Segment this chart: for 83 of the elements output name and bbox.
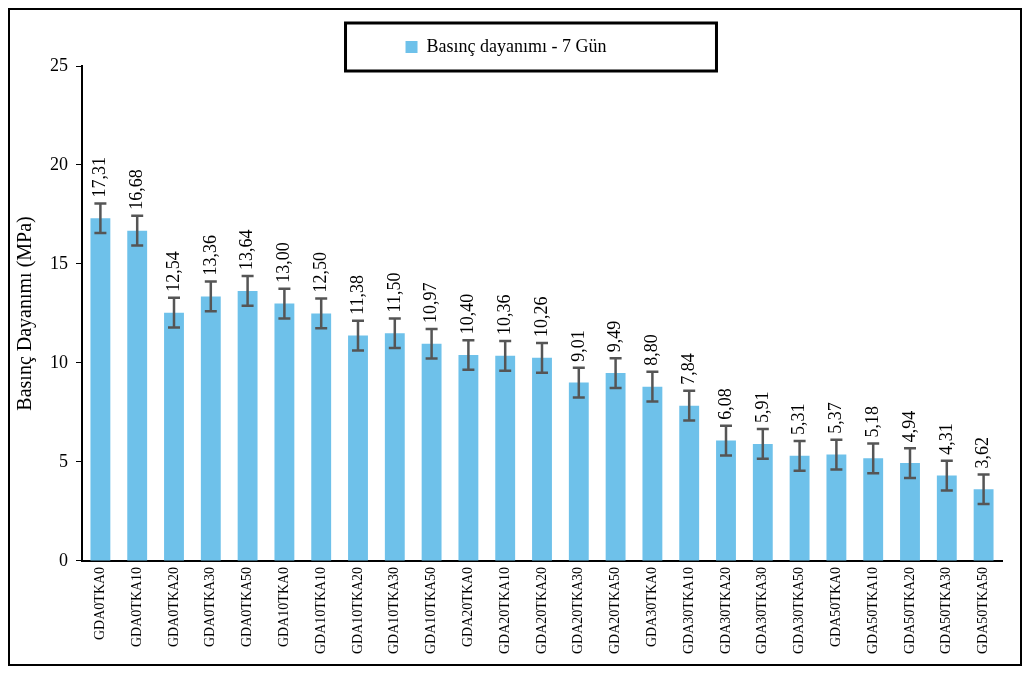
bar	[789, 455, 810, 561]
bar	[973, 489, 994, 561]
x-tick-label: GDA0TKA10	[128, 566, 144, 648]
x-tick-label: GDA20TKA50	[607, 566, 623, 655]
bar	[495, 355, 516, 561]
y-tick-label: 20	[50, 153, 68, 174]
x-tick-label: GDA30TKA50	[791, 566, 807, 655]
y-tick-label: 0	[59, 549, 68, 570]
bar	[90, 218, 111, 561]
data-label: 9,01	[567, 330, 588, 362]
data-label: 5,37	[825, 402, 846, 434]
x-tick-label: GDA30TKA0	[644, 566, 660, 648]
y-tick-label: 15	[50, 252, 68, 273]
data-label: 10,40	[457, 293, 478, 335]
data-label: 5,31	[788, 403, 809, 435]
data-label: 16,68	[125, 169, 146, 210]
x-tick-label: GDA20TKA10	[496, 566, 512, 655]
x-tick-label: GDA50TKA20	[901, 566, 917, 655]
bar	[568, 382, 589, 561]
x-tick-label: GDA0TKA0	[92, 566, 108, 641]
x-tick-label: GDA10TKA50	[423, 566, 439, 655]
bar	[936, 475, 957, 561]
y-tick-label: 10	[50, 351, 68, 372]
x-tick-label: GDA50TKA0	[828, 566, 844, 648]
bar	[458, 355, 479, 561]
x-tick-label: GDA0TKA30	[202, 566, 218, 648]
data-label: 5,18	[861, 406, 882, 438]
bar	[127, 230, 148, 561]
x-tick-label: GDA50TKA50	[975, 566, 991, 655]
y-axis-title: Basınç Dayanımı (MPa)	[13, 216, 37, 411]
data-label: 13,36	[199, 235, 220, 276]
bar	[164, 312, 184, 561]
bar	[348, 335, 368, 561]
data-label: 11,38	[346, 274, 367, 315]
x-tick-label: GDA20TKA20	[533, 566, 549, 655]
x-tick-label: GDA20TKA0	[460, 566, 476, 648]
x-tick-label: GDA50TKA30	[938, 566, 954, 655]
data-label: 13,00	[273, 242, 294, 283]
data-label: 12,50	[309, 252, 330, 293]
x-tick-label: GDA0TKA20	[165, 566, 181, 648]
data-label: 8,80	[641, 334, 662, 366]
bar	[605, 373, 626, 561]
bar	[863, 458, 884, 561]
data-label: 6,08	[714, 388, 735, 420]
bar	[311, 313, 332, 561]
data-label: 7,84	[677, 353, 698, 385]
data-label: 5,91	[751, 391, 772, 424]
x-tick-label: GDA30TKA10	[680, 566, 696, 655]
bar	[826, 454, 847, 561]
y-tick-label: 25	[50, 54, 68, 75]
x-tick-label: GDA20TKA30	[570, 566, 586, 655]
bar	[716, 440, 736, 561]
bar	[642, 386, 663, 561]
bar	[200, 296, 221, 561]
x-tick-label: GDA10TKA0	[276, 566, 292, 648]
bar	[384, 333, 405, 561]
bar	[679, 405, 700, 561]
data-label: 17,31	[89, 156, 110, 198]
bar	[274, 303, 295, 561]
bar	[532, 357, 552, 561]
legend-label: Basınç dayanımı - 7 Gün	[426, 35, 607, 56]
x-tick-label: GDA10TKA10	[312, 566, 328, 655]
data-label: 10,97	[420, 282, 441, 323]
bar	[900, 463, 920, 561]
x-tick-label: GDA10TKA20	[349, 566, 365, 655]
x-tick-label: GDA30TKA20	[717, 566, 733, 655]
x-tick-label: GDA10TKA30	[386, 566, 402, 655]
data-label: 10,36	[493, 294, 514, 335]
data-label: 12,54	[162, 251, 183, 292]
data-label: 4,31	[935, 423, 956, 455]
bar	[752, 443, 773, 561]
y-tick-label: 5	[59, 450, 68, 471]
bar	[237, 290, 258, 561]
data-label: 13,64	[236, 229, 257, 271]
data-label: 3,62	[972, 436, 993, 469]
x-tick-label: GDA30TKA30	[754, 566, 770, 655]
bar	[421, 343, 442, 561]
x-tick-label: GDA0TKA50	[239, 566, 255, 648]
data-label: 11,50	[383, 272, 404, 313]
data-label: 10,26	[530, 296, 551, 337]
data-label: 4,94	[898, 410, 919, 443]
x-tick-label: GDA50TKA10	[864, 566, 880, 655]
data-label: 9,49	[604, 320, 625, 353]
